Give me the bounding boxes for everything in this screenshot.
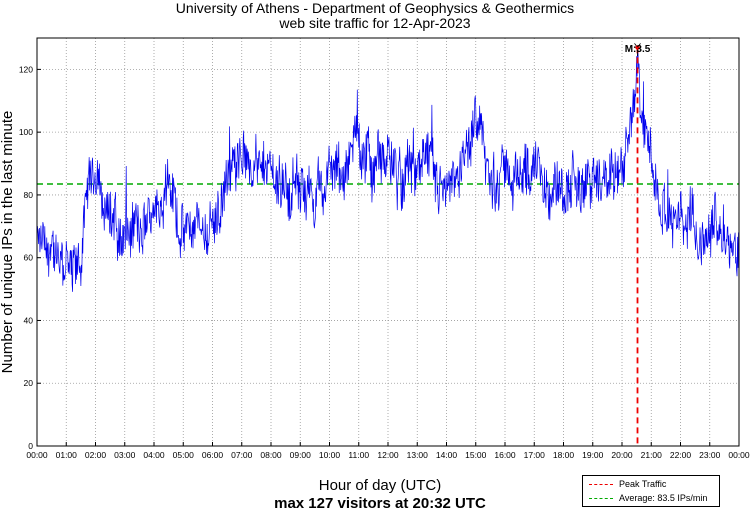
x-tick-label: 14:00	[436, 450, 458, 460]
x-tick-label: 10:00	[319, 450, 341, 460]
legend-label-average: Average: 83.5 IPs/min	[619, 493, 708, 503]
y-tick-label: 0	[28, 441, 33, 451]
x-tick-label: 07:00	[231, 450, 253, 460]
grid	[37, 38, 739, 446]
x-tick-label: 20:00	[611, 450, 633, 460]
x-tick-label: 11:00	[348, 450, 369, 460]
x-tick-label: 01:00	[56, 450, 78, 460]
x-tick-label: 13:00	[407, 450, 429, 460]
y-tick-label: 100	[19, 127, 33, 137]
legend-label-peak: Peak Traffic	[619, 479, 667, 489]
peak-point	[635, 45, 640, 50]
x-axis-label: Hour of day (UTC)	[318, 477, 442, 494]
peak-annotation: M:3.5	[625, 44, 651, 55]
peak-layer: M:3.5	[625, 43, 651, 446]
x-tick-label: 00:00	[26, 450, 48, 460]
x-tick-label: 04:00	[143, 450, 165, 460]
legend-item-average: Average: 83.5 IPs/min	[589, 492, 707, 504]
x-axis-ticks: 00:00 01:00 02:00 03:00 04:00 05:00 06:00 07:00…	[26, 442, 750, 460]
y-axis-ticks: 0 20 40 60 80 100 120	[19, 64, 41, 451]
x-tick-label: 00:00	[728, 450, 750, 460]
chart-title: University of Athens - Department of Geo…	[175, 0, 575, 16]
x-tick-label: 19:00	[582, 450, 604, 460]
y-tick-label: 60	[24, 253, 34, 263]
legend-swatch-peak	[589, 484, 613, 486]
y-tick-label: 20	[24, 378, 34, 388]
x-tick-label: 23:00	[699, 450, 721, 460]
y-tick-label: 40	[24, 315, 34, 325]
legend: Peak Traffic Average: 83.5 IPs/min	[582, 475, 720, 507]
x-tick-label: 17:00	[524, 450, 546, 460]
x-tick-label: 05:00	[173, 450, 195, 460]
x-tick-label: 03:00	[114, 450, 136, 460]
x-tick-label: 09:00	[290, 450, 312, 460]
x-tick-label: 08:00	[260, 450, 282, 460]
x-tick-label: 06:00	[202, 450, 224, 460]
x-tick-label: 22:00	[670, 450, 692, 460]
series-layer	[36, 47, 740, 292]
chart-subtitle: web site traffic for 12-Apr-2023	[279, 15, 471, 31]
x-tick-label: 12:00	[377, 450, 399, 460]
legend-item-peak: Peak Traffic	[589, 478, 666, 490]
x-tick-label: 02:00	[85, 450, 107, 460]
y-tick-label: 120	[19, 64, 33, 74]
legend-swatch-average	[589, 498, 613, 500]
x-tick-label: 18:00	[553, 450, 575, 460]
y-tick-label: 80	[24, 190, 34, 200]
y-axis-label: Number of unique IPs in the last minute	[0, 111, 16, 374]
x-tick-label: 15:00	[465, 450, 487, 460]
x-tick-label: 16:00	[494, 450, 516, 460]
x-tick-label: 21:00	[641, 450, 663, 460]
series-line-visitors	[36, 47, 740, 292]
peak-summary: max 127 visitors at 20:32 UTC	[274, 495, 486, 512]
